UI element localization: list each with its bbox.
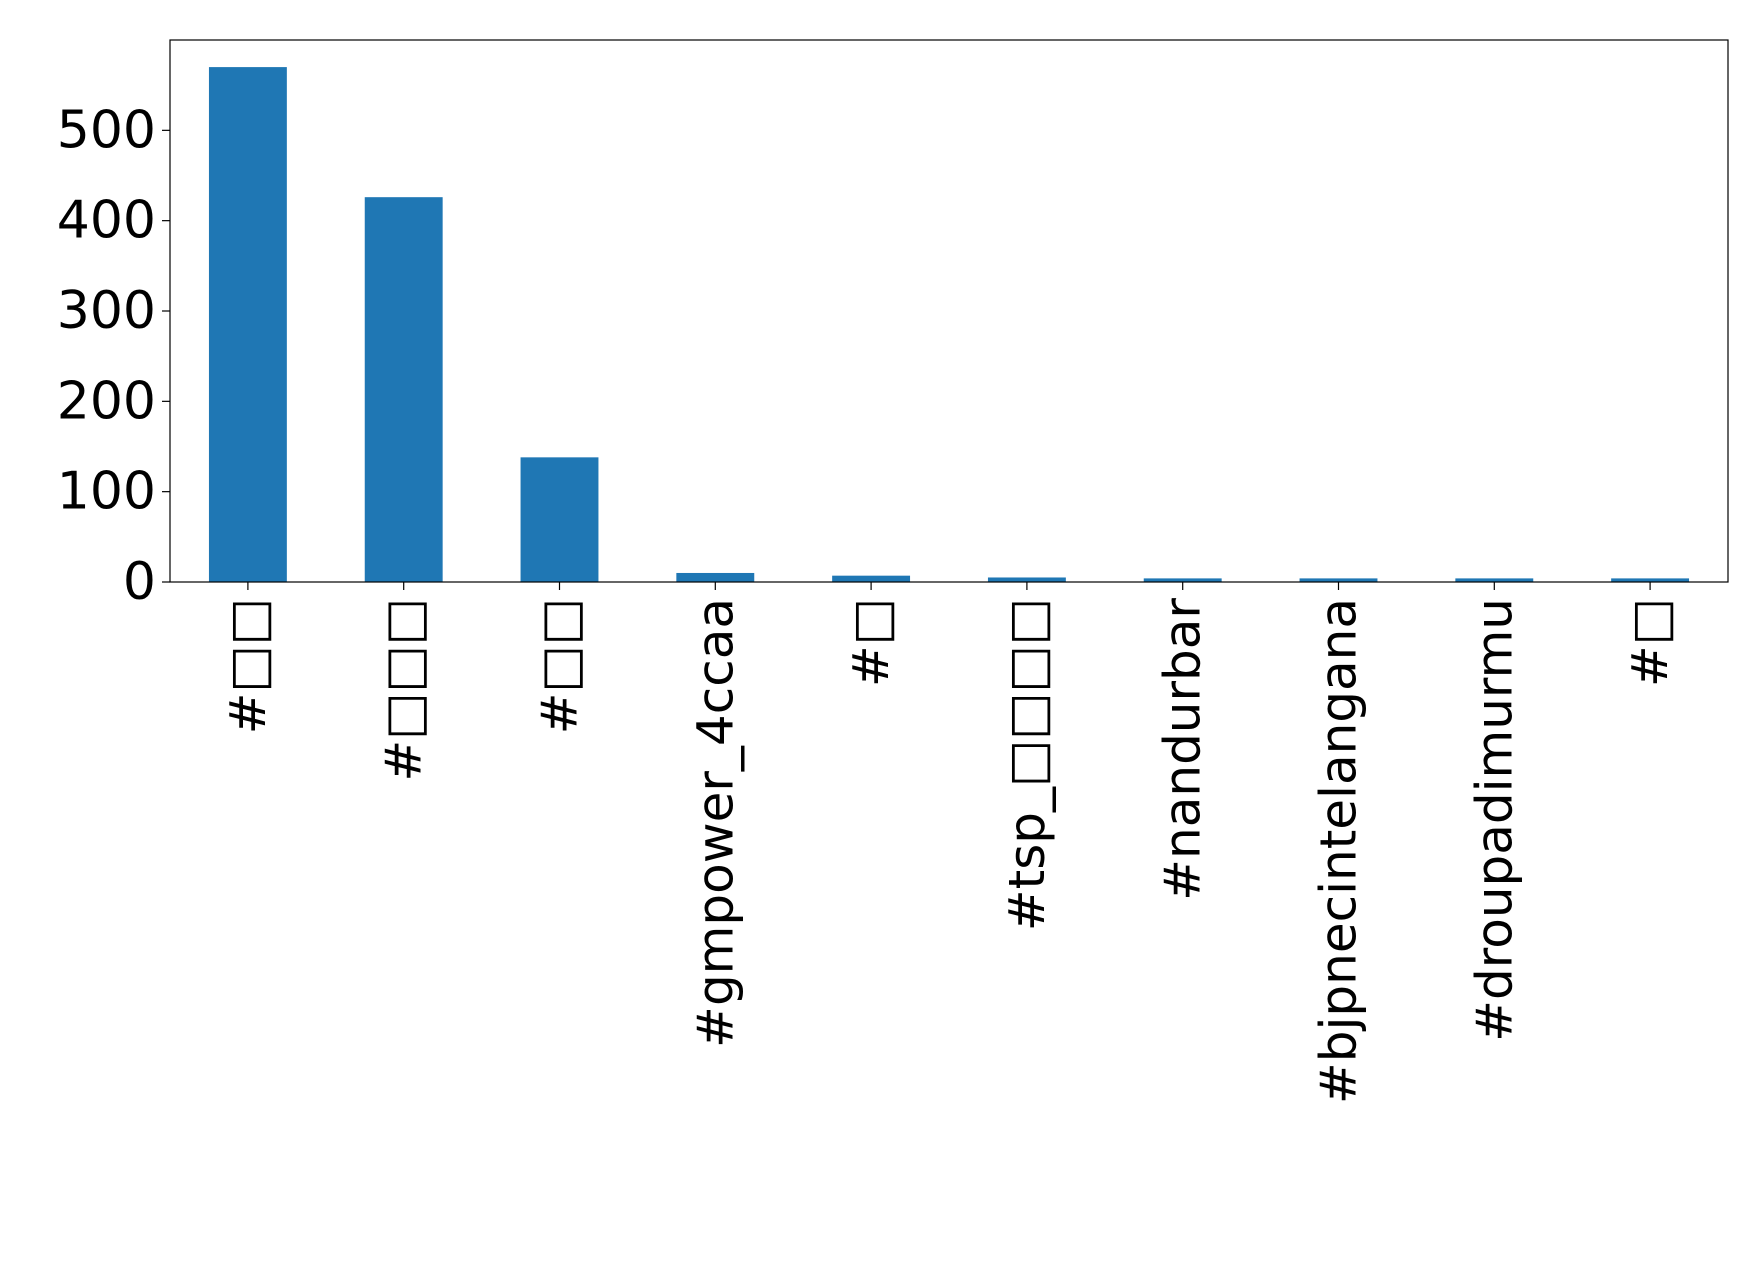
bar-0 [208, 67, 287, 583]
bar-1 [364, 197, 443, 582]
x-tick-label: #□ [1621, 598, 1679, 687]
y-axis: 0 100 200 300 400 500 [57, 100, 170, 612]
y-tick-label: 300 [57, 281, 156, 341]
bar-2 [520, 457, 599, 582]
bar-8 [1455, 578, 1534, 582]
plot-frame [169, 39, 1729, 583]
y-tick-label: 500 [57, 100, 156, 160]
x-tick-label: #□□ [531, 598, 589, 734]
x-tick-label: #□□□ [375, 598, 433, 782]
x-axis: #□□ #□□□ #□□ #gmpower_4ccaa #□ #tsp_□□□□ #nand… [219, 582, 1679, 1104]
x-tick-label: #gmpower_4ccaa [686, 598, 744, 1048]
bars-layer [208, 67, 1690, 583]
y-tick-label: 0 [123, 552, 156, 612]
bar-4 [832, 575, 911, 582]
bar-3 [676, 572, 755, 582]
x-tick-label: #droupadimurmu [1465, 598, 1523, 1042]
bar-7 [1299, 578, 1378, 582]
x-tick-label: #□□ [219, 598, 277, 734]
x-tick-label: #bjpnecintelangana [1310, 598, 1368, 1104]
y-tick-label: 200 [57, 371, 156, 431]
bar-5 [987, 577, 1066, 582]
x-tick-label: #tsp_□□□□ [998, 598, 1056, 931]
y-tick-label: 400 [57, 191, 156, 251]
bar-6 [1143, 578, 1222, 582]
bar-9 [1611, 578, 1690, 582]
x-tick-label: #□ [842, 598, 900, 687]
y-tick-label: 100 [57, 462, 156, 522]
x-tick-label: #nandurbar [1154, 598, 1212, 901]
